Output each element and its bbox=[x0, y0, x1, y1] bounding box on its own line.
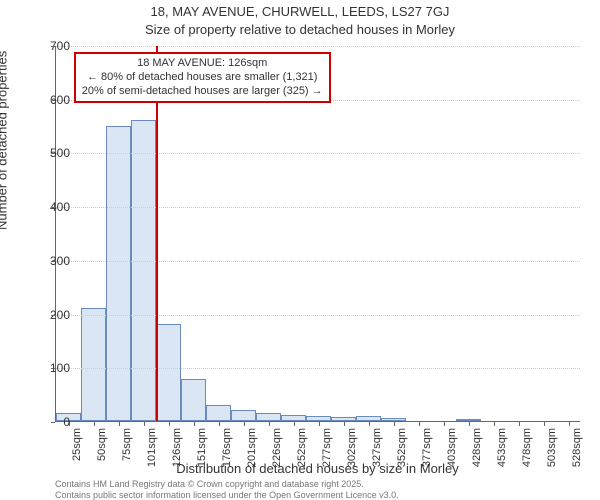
y-tick-mark bbox=[51, 46, 55, 47]
x-tick-mark bbox=[469, 421, 470, 426]
bar bbox=[181, 379, 206, 421]
y-tick-mark bbox=[51, 315, 55, 316]
bar bbox=[231, 410, 256, 421]
x-tick-label: 25sqm bbox=[72, 428, 84, 461]
bar bbox=[81, 308, 106, 421]
chart-title-line2: Size of property relative to detached ho… bbox=[0, 22, 600, 37]
annotation-line3: 20% of semi-detached houses are larger (… bbox=[82, 85, 323, 99]
x-axis-label: Distribution of detached houses by size … bbox=[55, 461, 580, 476]
y-tick-mark bbox=[51, 368, 55, 369]
x-tick-mark bbox=[169, 421, 170, 426]
y-tick-label: 600 bbox=[30, 93, 70, 107]
x-tick-mark bbox=[269, 421, 270, 426]
x-tick-mark bbox=[219, 421, 220, 426]
y-tick-label: 300 bbox=[30, 254, 70, 268]
y-tick-label: 200 bbox=[30, 308, 70, 322]
gridline bbox=[56, 315, 580, 316]
annotation-line2: ← 80% of detached houses are smaller (1,… bbox=[82, 71, 323, 85]
y-tick-mark bbox=[51, 153, 55, 154]
chart-title-line1: 18, MAY AVENUE, CHURWELL, LEEDS, LS27 7G… bbox=[0, 4, 600, 19]
x-tick-mark bbox=[394, 421, 395, 426]
footnotes: Contains HM Land Registry data © Crown c… bbox=[55, 479, 399, 500]
x-tick-mark bbox=[519, 421, 520, 426]
footnote-1: Contains HM Land Registry data © Crown c… bbox=[55, 479, 399, 489]
bar bbox=[156, 324, 181, 421]
y-tick-label: 400 bbox=[30, 200, 70, 214]
x-tick-mark bbox=[244, 421, 245, 426]
x-tick-mark bbox=[294, 421, 295, 426]
x-tick-mark bbox=[119, 421, 120, 426]
y-tick-mark bbox=[51, 207, 55, 208]
x-tick-mark bbox=[494, 421, 495, 426]
y-tick-mark bbox=[51, 422, 55, 423]
annotation-box: 18 MAY AVENUE: 126sqm ← 80% of detached … bbox=[74, 52, 331, 103]
y-tick-mark bbox=[51, 261, 55, 262]
gridline bbox=[56, 368, 580, 369]
plot-area: 18 MAY AVENUE: 126sqm ← 80% of detached … bbox=[55, 46, 580, 422]
y-tick-label: 0 bbox=[30, 415, 70, 429]
y-tick-label: 100 bbox=[30, 361, 70, 375]
x-tick-label: 75sqm bbox=[122, 428, 134, 461]
x-tick-mark bbox=[444, 421, 445, 426]
gridline bbox=[56, 207, 580, 208]
chart-container: 18, MAY AVENUE, CHURWELL, LEEDS, LS27 7G… bbox=[0, 0, 600, 500]
bar bbox=[256, 413, 281, 421]
x-tick-mark bbox=[544, 421, 545, 426]
gridline bbox=[56, 261, 580, 262]
bar bbox=[206, 405, 231, 421]
bar bbox=[131, 120, 156, 421]
x-tick-mark bbox=[319, 421, 320, 426]
x-tick-mark bbox=[344, 421, 345, 426]
x-tick-mark bbox=[419, 421, 420, 426]
footnote-2: Contains public sector information licen… bbox=[55, 490, 399, 500]
x-tick-mark bbox=[369, 421, 370, 426]
bar bbox=[106, 126, 131, 421]
x-tick-label: 50sqm bbox=[97, 428, 109, 461]
gridline bbox=[56, 46, 580, 47]
x-tick-mark bbox=[569, 421, 570, 426]
x-tick-mark bbox=[194, 421, 195, 426]
gridline bbox=[56, 153, 580, 154]
x-tick-mark bbox=[94, 421, 95, 426]
y-tick-label: 500 bbox=[30, 146, 70, 160]
y-tick-mark bbox=[51, 100, 55, 101]
y-axis-label: Number of detached properties bbox=[0, 51, 10, 230]
annotation-line1: 18 MAY AVENUE: 126sqm bbox=[82, 57, 323, 71]
y-tick-label: 700 bbox=[30, 39, 70, 53]
x-tick-mark bbox=[144, 421, 145, 426]
